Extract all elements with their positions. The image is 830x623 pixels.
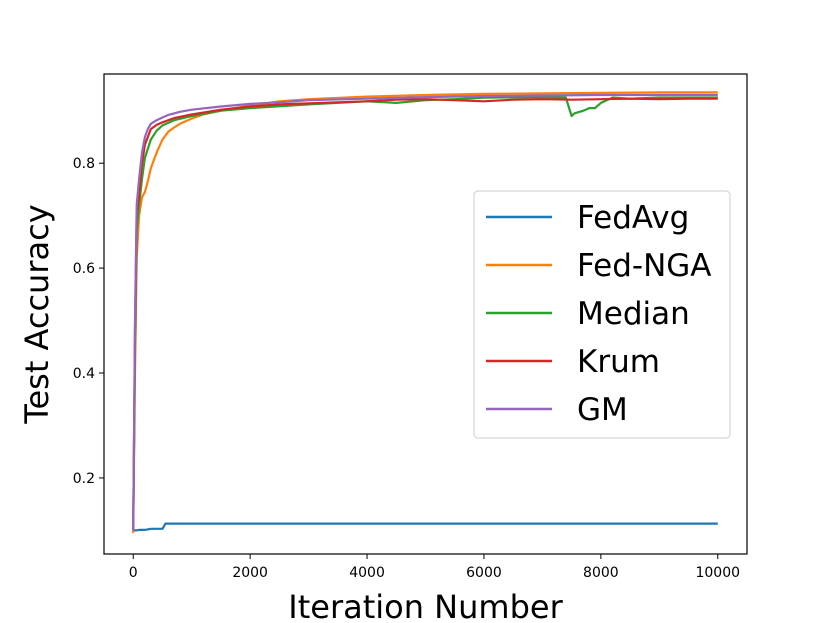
x-tick-label: 6000 xyxy=(466,565,502,581)
x-tick-label: 10000 xyxy=(695,565,740,581)
y-axis-title: Test Accuracy xyxy=(18,204,56,424)
y-tick-label: 0.2 xyxy=(73,471,95,487)
legend-box xyxy=(473,190,731,439)
series-line-median xyxy=(132,95,718,531)
y-tick-label: 0.8 xyxy=(73,156,95,172)
series-line-fedavg xyxy=(133,522,718,532)
legend-label-median: Median xyxy=(577,296,690,332)
legend-label-fedavg: FedAvg xyxy=(577,200,689,236)
x-tick-label: 0 xyxy=(129,565,138,581)
x-axis-ticks: 0 2000 4000 6000 8000 10000 xyxy=(129,554,740,581)
y-axis-ticks: 0.2 0.4 0.6 0.8 xyxy=(73,156,104,487)
x-tick-label: 4000 xyxy=(349,565,385,581)
plot-frame xyxy=(103,73,748,555)
series-line-gm xyxy=(132,93,718,531)
x-tick-label: 2000 xyxy=(232,565,268,581)
series-layer xyxy=(132,91,718,534)
x-axis-title: Iteration Number xyxy=(288,588,563,623)
legend-label-fed-nga: Fed-NGA xyxy=(577,248,712,284)
legend-label-gm: GM xyxy=(577,392,628,428)
series-line-fed-nga xyxy=(132,91,718,534)
y-tick-label: 0.6 xyxy=(73,261,95,277)
x-tick-label: 8000 xyxy=(583,565,619,581)
legend: FedAvg Fed-NGA Median Krum GM xyxy=(473,190,731,439)
y-tick-label: 0.4 xyxy=(73,366,95,382)
legend-label-krum: Krum xyxy=(577,344,660,380)
series-line-krum xyxy=(132,97,718,531)
